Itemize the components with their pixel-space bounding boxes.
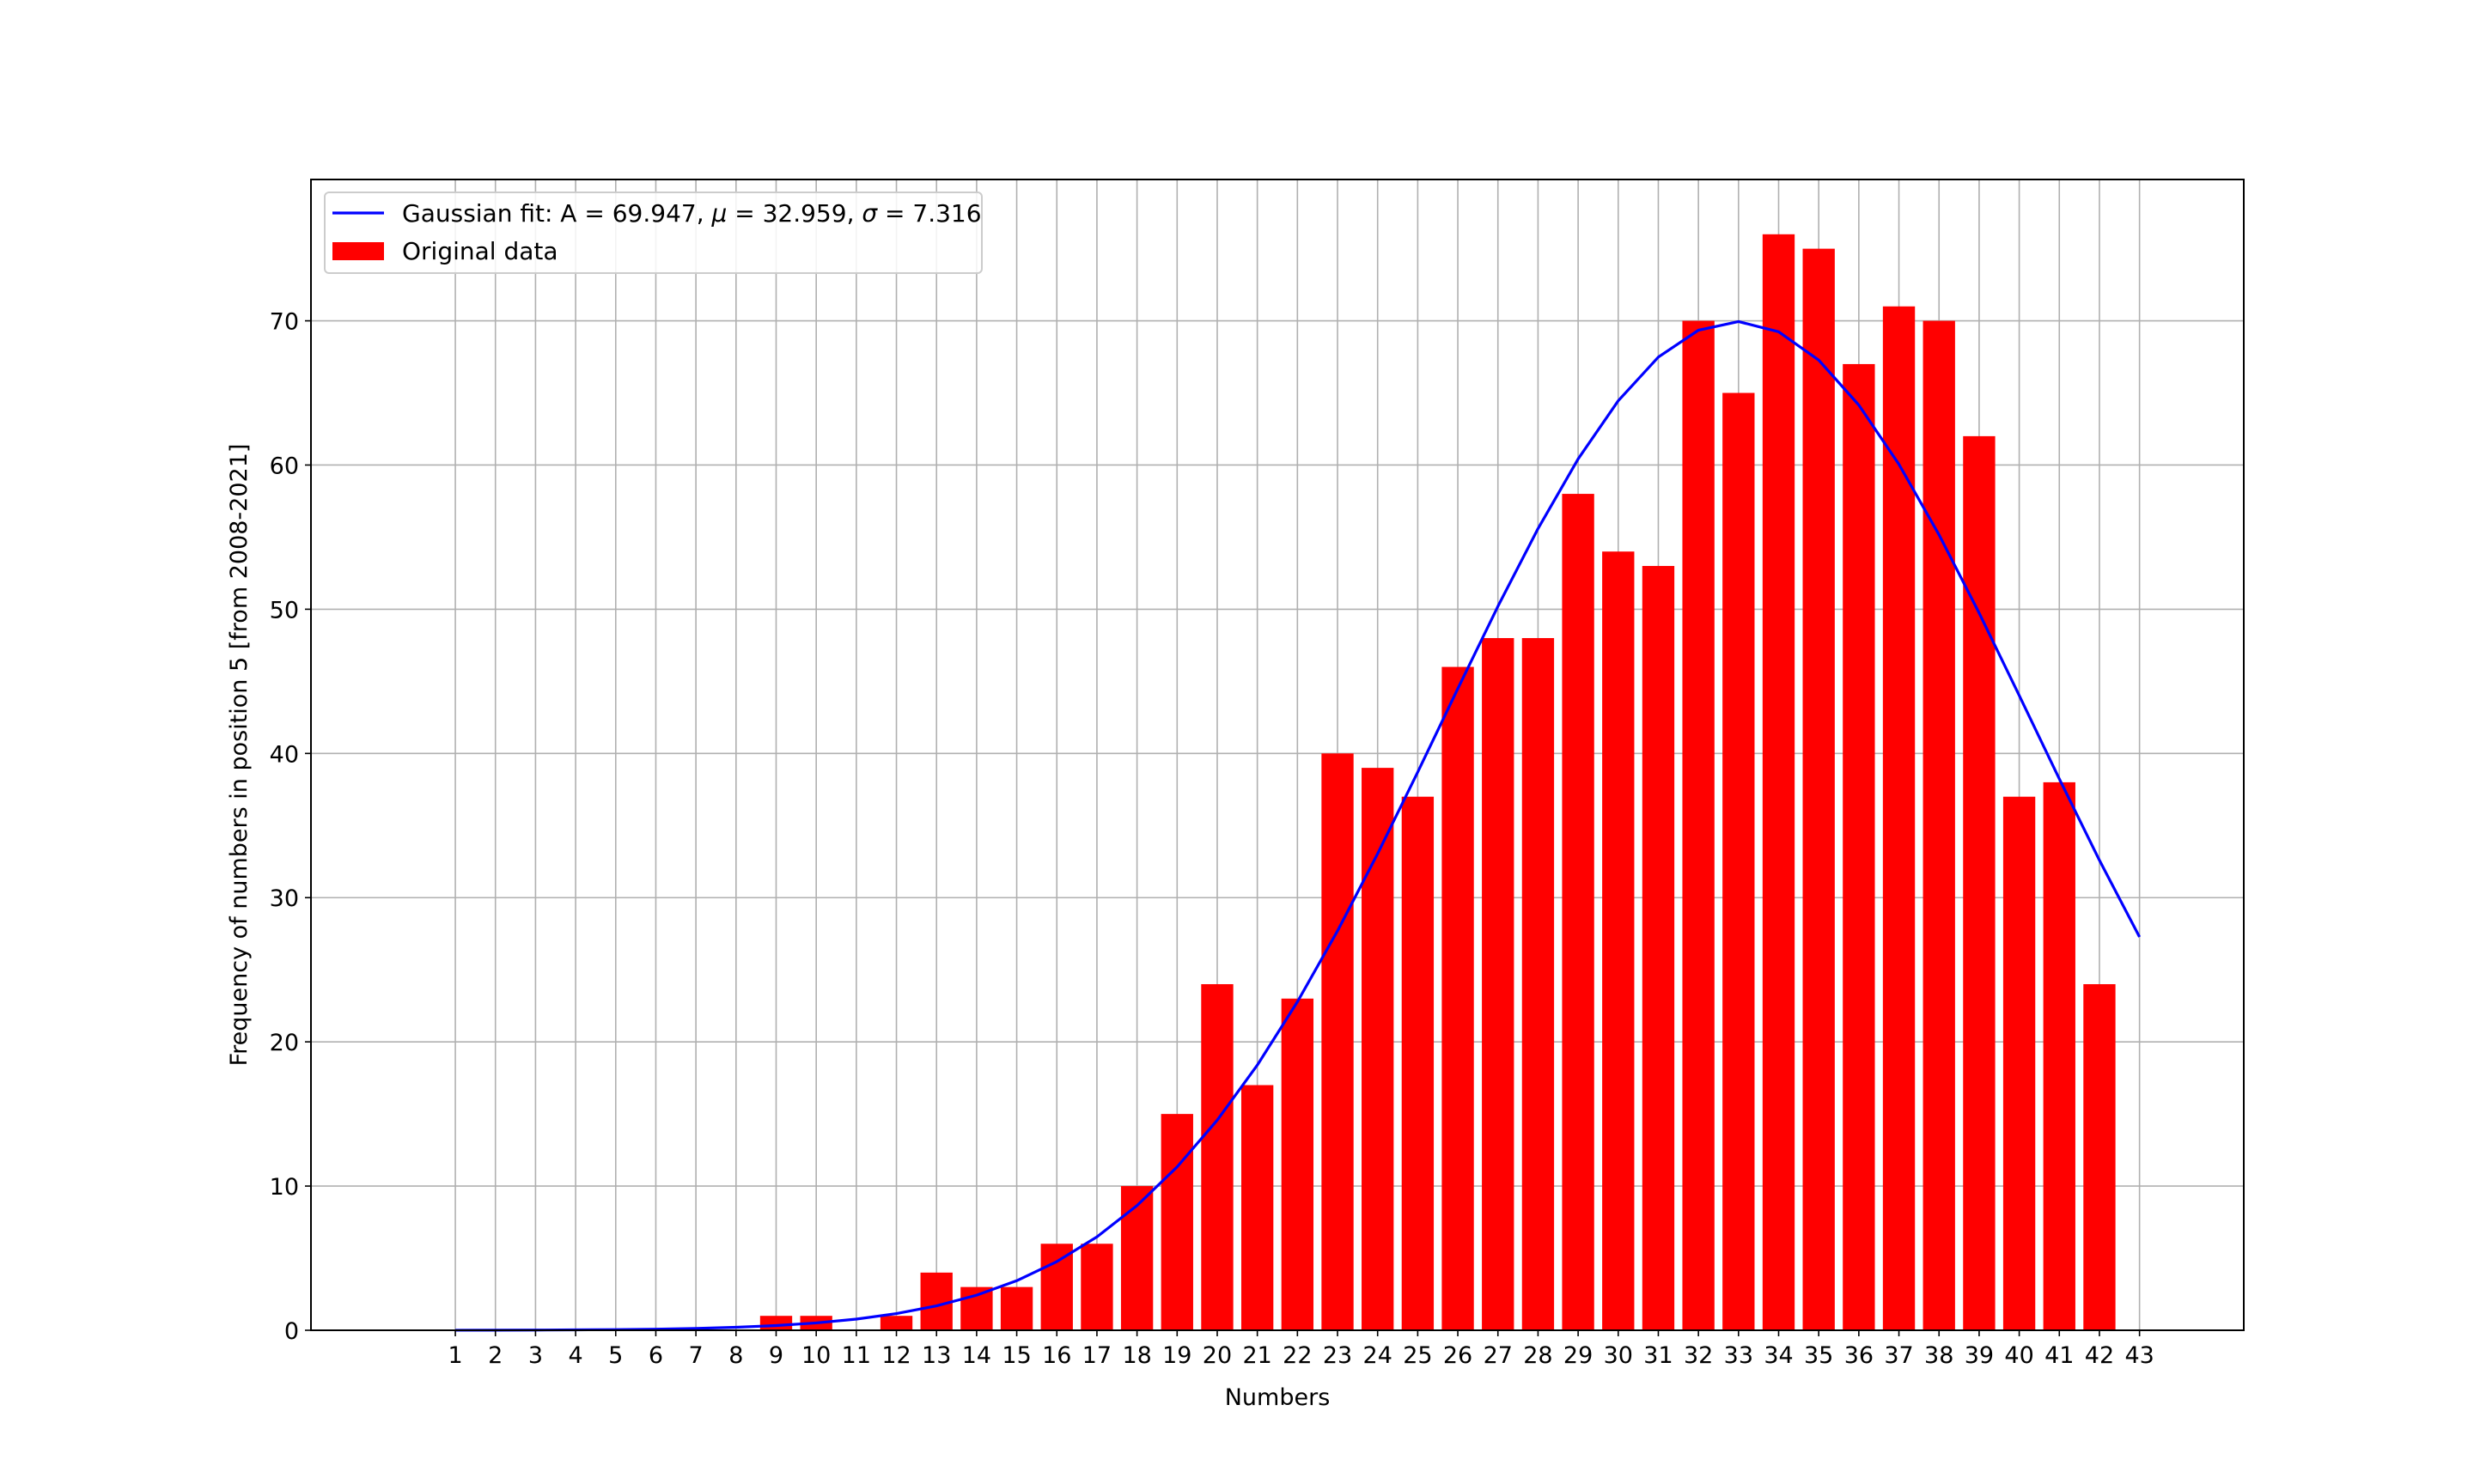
bar — [1642, 566, 1675, 1330]
x-tick-label: 18 — [1122, 1342, 1151, 1369]
legend-label-gaussian-fit: Gaussian fit: A = 69.947, μ = 32.959, σ … — [402, 199, 982, 228]
x-tick-label: 43 — [2124, 1342, 2154, 1369]
bar — [1120, 1186, 1154, 1330]
x-tick-label: 9 — [769, 1342, 783, 1369]
bar — [2043, 782, 2075, 1330]
y-tick-label: 0 — [284, 1318, 299, 1345]
x-tick-label: 38 — [1924, 1342, 1953, 1369]
bar — [1802, 248, 1835, 1330]
bar — [759, 1316, 793, 1330]
bar — [1521, 637, 1555, 1330]
legend-box — [324, 192, 983, 274]
x-tick-label: 13 — [922, 1342, 951, 1369]
x-tick-label: 34 — [1764, 1342, 1793, 1369]
y-tick-label: 20 — [270, 1030, 299, 1056]
x-tick-label: 5 — [608, 1342, 623, 1369]
x-tick-label: 17 — [1082, 1342, 1112, 1369]
bar — [1441, 666, 1474, 1330]
gaussian-fit-line — [455, 319, 2142, 1332]
x-tick-label: 8 — [728, 1342, 743, 1369]
y-tick-label: 70 — [270, 309, 299, 336]
x-tick-label: 29 — [1563, 1342, 1593, 1369]
x-tick-label: 25 — [1403, 1342, 1432, 1369]
x-tick-label: 12 — [881, 1342, 911, 1369]
bar — [1281, 998, 1314, 1330]
x-tick-label: 10 — [801, 1342, 831, 1369]
x-tick-label: 22 — [1283, 1342, 1312, 1369]
bar-series-original-data — [759, 234, 2116, 1331]
x-tick-label: 41 — [2044, 1342, 2074, 1369]
y-tick-label: 30 — [270, 885, 299, 912]
y-tick-label: 10 — [270, 1174, 299, 1201]
x-tick-label: 1 — [448, 1342, 462, 1369]
x-tick-label: 42 — [2085, 1342, 2114, 1369]
bar — [1321, 753, 1354, 1330]
x-tick-label: 32 — [1684, 1342, 1713, 1369]
x-tick-label: 15 — [1002, 1342, 1031, 1369]
x-tick-label: 2 — [488, 1342, 503, 1369]
bar — [1482, 637, 1514, 1330]
y-tick-label: 50 — [270, 597, 299, 623]
bar — [1201, 983, 1234, 1330]
y-axis-label: Frequency of numbers in position 5 [from… — [226, 444, 253, 1067]
bar — [880, 1316, 913, 1330]
legend-bar-swatch — [332, 242, 384, 260]
line-series-gaussian-fit — [455, 319, 2142, 1332]
x-tick-label: 4 — [568, 1342, 582, 1369]
x-tick-label: 16 — [1042, 1342, 1071, 1369]
x-tick-label: 37 — [1884, 1342, 1913, 1369]
plot-area-frame — [310, 179, 2245, 1331]
bar — [1081, 1244, 1113, 1330]
bar — [1843, 363, 1875, 1330]
bar — [1923, 320, 1955, 1330]
bar — [1000, 1286, 1033, 1330]
bar — [1882, 306, 1916, 1330]
x-tick-label: 28 — [1523, 1342, 1552, 1369]
bar — [1040, 1244, 1073, 1330]
x-tick-label: 23 — [1323, 1342, 1352, 1369]
x-tick-label: 27 — [1484, 1342, 1513, 1369]
bar — [1722, 392, 1755, 1331]
x-tick-label: 35 — [1804, 1342, 1833, 1369]
x-axis-label: Numbers — [1225, 1384, 1331, 1411]
bar — [1963, 435, 1996, 1331]
legend-label-original-data: Original data — [402, 237, 558, 265]
y-tick-label: 60 — [270, 453, 299, 479]
bar — [2002, 796, 2036, 1330]
bar — [960, 1286, 993, 1330]
x-tick-label: 31 — [1643, 1342, 1673, 1369]
bar — [1602, 551, 1635, 1330]
bar — [1762, 234, 1795, 1330]
x-tick-label: 14 — [962, 1342, 991, 1369]
bar — [1362, 768, 1394, 1330]
x-tick-label: 36 — [1844, 1342, 1874, 1369]
x-tick-label: 11 — [842, 1342, 871, 1369]
bar — [1240, 1085, 1274, 1330]
x-tick-label: 40 — [2004, 1342, 2033, 1369]
bar — [1401, 796, 1435, 1330]
bar — [1682, 320, 1715, 1330]
x-tick-label: 19 — [1162, 1342, 1191, 1369]
axis-ticks: 1 2 3 4 5 6 7 8 9 10 11 12 13 14 15 16 17 18 19 20 21 22 23 24 2… — [270, 309, 2154, 1369]
x-tick-label: 24 — [1363, 1342, 1392, 1369]
legend: Gaussian fit: A = 69.947, μ = 32.959, σ … — [324, 192, 983, 274]
x-tick-label: 6 — [649, 1342, 663, 1369]
x-tick-label: 20 — [1203, 1342, 1232, 1369]
x-tick-label: 3 — [528, 1342, 543, 1369]
x-tick-label: 21 — [1242, 1342, 1271, 1369]
bar — [2083, 983, 2116, 1330]
x-tick-label: 26 — [1443, 1342, 1472, 1369]
bar — [920, 1272, 953, 1330]
x-tick-label: 33 — [1724, 1342, 1753, 1369]
x-tick-label: 30 — [1604, 1342, 1633, 1369]
bar — [1161, 1114, 1193, 1330]
y-tick-label: 40 — [270, 741, 299, 768]
bar — [1562, 494, 1594, 1330]
x-tick-label: 39 — [1965, 1342, 1994, 1369]
x-tick-label: 7 — [689, 1342, 704, 1369]
